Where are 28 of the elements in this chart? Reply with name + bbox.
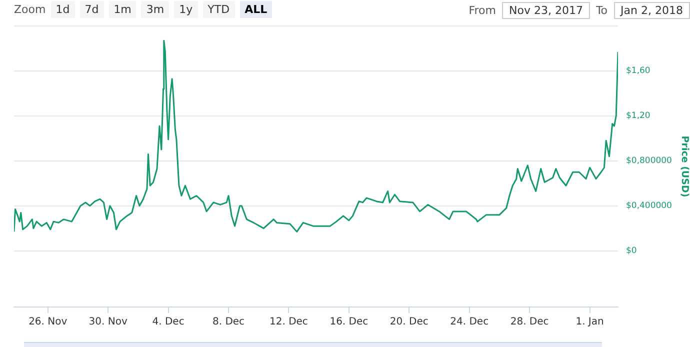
x-tick-label: 8. Dec xyxy=(212,316,245,328)
text: 1m xyxy=(108,0,136,18)
text: 3m xyxy=(141,0,170,18)
text: To xyxy=(596,4,608,16)
x-tick-label: 4. Dec xyxy=(152,316,184,328)
x-tick-label: 28. Dec xyxy=(510,316,549,328)
text: Jan 2, 2018 xyxy=(614,2,690,18)
y-tick-label: $0 xyxy=(626,246,637,256)
x-tick-label: 30. Nov xyxy=(88,316,128,328)
text: YTD xyxy=(202,0,235,18)
text: 7d xyxy=(80,0,104,18)
x-tick-label: 24. Dec xyxy=(450,316,489,328)
x-tick-label: 26. Nov xyxy=(28,316,68,328)
text: 1y xyxy=(174,0,198,18)
y-tick-label: $1,20 xyxy=(626,111,650,122)
text: ALL xyxy=(240,0,272,18)
y-axis-title: Price (USD) xyxy=(678,136,690,198)
text: Zoom xyxy=(14,2,46,16)
y-tick-label: $0,800000 xyxy=(626,156,672,166)
y-tick-label: $1,60 xyxy=(626,66,650,76)
text: 1d xyxy=(50,0,75,18)
x-tick-label: 16. Dec xyxy=(330,316,368,328)
text: From xyxy=(468,4,496,16)
x-tick-label: 1. Jan xyxy=(576,316,604,328)
text: Nov 23, 2017 xyxy=(502,2,590,18)
x-tick-label: 20. Dec xyxy=(390,316,428,328)
y-tick-label: $0,400000 xyxy=(626,201,672,212)
x-tick-label: 12. Dec xyxy=(270,316,308,328)
